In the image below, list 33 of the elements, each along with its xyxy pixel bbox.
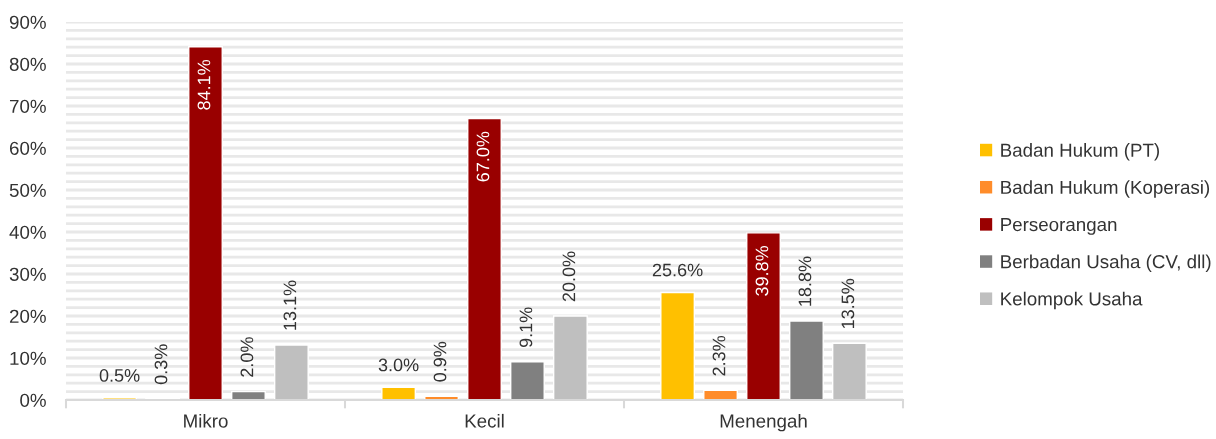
y-tick-label: 40%	[9, 225, 46, 239]
y-tick-label: 90%	[9, 15, 46, 29]
data-label: 13.1%	[283, 280, 297, 330]
y-tick-label: 50%	[9, 183, 46, 197]
data-label: 0.5%	[99, 369, 140, 382]
data-label: 25.6%	[652, 263, 703, 277]
data-label: 0.9%	[433, 341, 447, 382]
x-tick-label: Menengah	[720, 413, 807, 432]
y-tick-label: 20%	[9, 309, 46, 323]
y-tick-label: 30%	[9, 267, 46, 281]
legend-label: Perseorangan	[1001, 218, 1117, 235]
y-tick-label: 60%	[9, 141, 46, 155]
data-label: 3.0%	[378, 358, 419, 372]
data-label: 13.5%	[841, 278, 855, 329]
y-tick-label: 70%	[9, 99, 46, 113]
data-label: 2.0%	[240, 337, 254, 377]
data-label: 2.3%	[712, 335, 726, 376]
legend-label: Badan Hukum (Koperasi)	[1001, 180, 1210, 198]
x-tick-label: Kecil	[465, 413, 504, 428]
data-label: 39.8%	[755, 245, 769, 296]
data-label: 9.1%	[519, 307, 533, 348]
data-label: 0.3%	[154, 344, 168, 385]
data-label: 67.0%	[476, 131, 490, 182]
y-tick-label: 80%	[9, 57, 46, 71]
x-tick-label: Mikro	[184, 413, 228, 428]
data-label: 20.0%	[562, 251, 576, 302]
data-label: 18.8%	[798, 256, 812, 306]
data-label: 84.1%	[197, 59, 211, 110]
y-tick-label: 10%	[10, 351, 46, 365]
y-tick-label: 0%	[20, 393, 46, 407]
legend-label: Berbadan Usaha (CV, dll)	[1001, 254, 1211, 273]
legend-label: Badan Hukum (PT)	[1001, 143, 1159, 161]
legend-label: Kelompok Usaha	[1001, 291, 1143, 310]
